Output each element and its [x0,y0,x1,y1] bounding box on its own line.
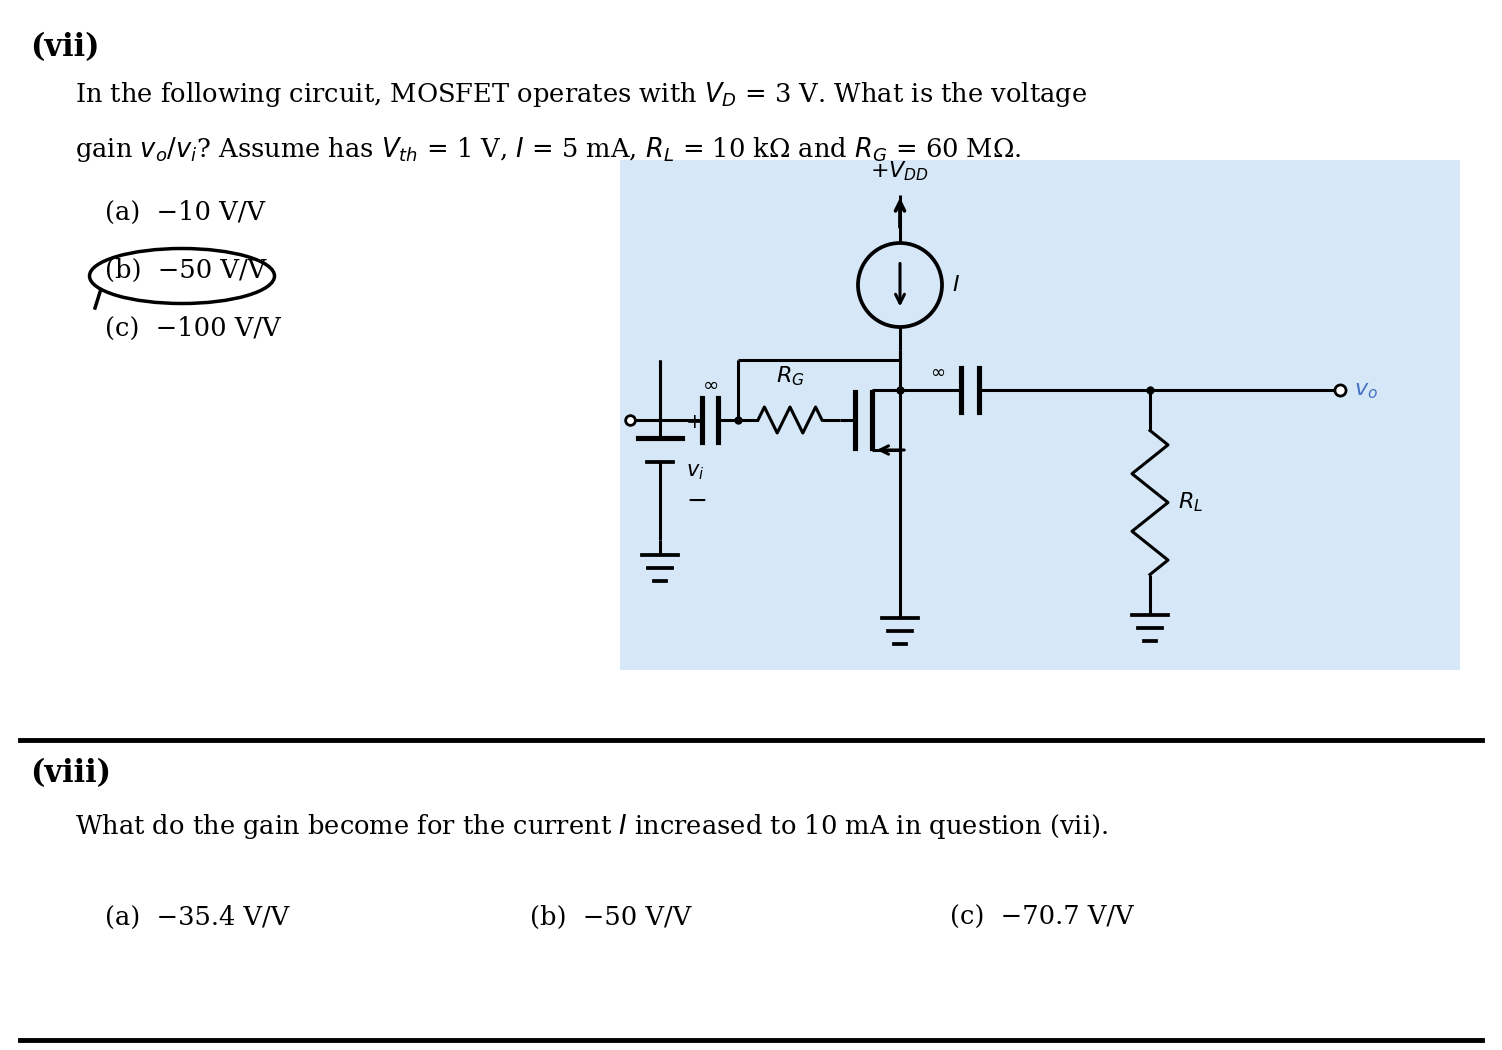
Text: (c)  −70.7 V/V: (c) −70.7 V/V [949,905,1134,930]
Text: gain $v_o/v_i$? Assume has $V_{th}$ = 1 V, $I$ = 5 mA, $R_L$ = 10 kΩ and $R_G$ =: gain $v_o/v_i$? Assume has $V_{th}$ = 1 … [75,135,1021,164]
Text: (vii): (vii) [30,32,99,63]
Text: (a)  −35.4 V/V: (a) −35.4 V/V [105,905,290,930]
Text: (b)  −50 V/V: (b) −50 V/V [530,905,691,930]
Text: $-$: $-$ [686,488,706,511]
Text: $R_G$: $R_G$ [775,364,805,388]
Text: $\infty$: $\infty$ [701,376,718,394]
Text: $R_L$: $R_L$ [1178,490,1203,514]
Text: (viii): (viii) [30,758,111,789]
Text: $v_i$: $v_i$ [686,462,704,482]
FancyBboxPatch shape [620,160,1460,670]
Text: $v_o$: $v_o$ [1353,379,1377,401]
Text: In the following circuit, MOSFET operates with $V_D$ = 3 V. What is the voltage: In the following circuit, MOSFET operate… [75,80,1087,109]
Text: $+V_{DD}$: $+V_{DD}$ [871,160,930,183]
Text: (a)  −10 V/V: (a) −10 V/V [105,200,264,225]
Text: What do the gain become for the current $I$ increased to 10 mA in question (vii): What do the gain become for the current … [75,812,1108,841]
Text: $I$: $I$ [952,274,960,296]
Text: $\infty$: $\infty$ [930,363,946,381]
Text: (c)  −100 V/V: (c) −100 V/V [105,316,281,341]
Text: +: + [686,413,703,432]
Text: (b)  −50 V/V: (b) −50 V/V [105,258,266,284]
